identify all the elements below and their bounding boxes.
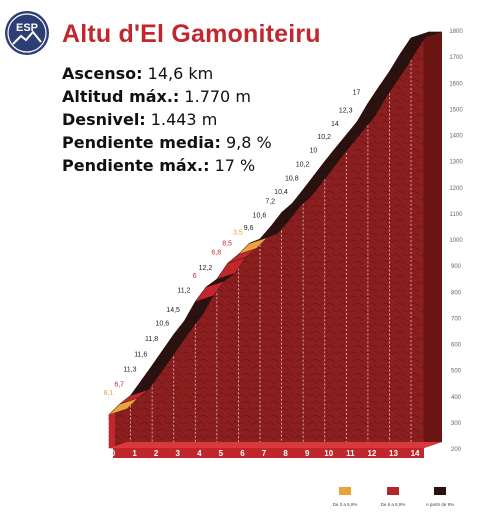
x-tick-label: 11 [346,449,355,458]
gradient-label: 11,8 [145,336,158,343]
stat-label: Pendiente media: [62,133,221,152]
stat-elevation-gain: Desnivel: 1.443 m [62,110,217,129]
badge-label: ESP [16,22,38,34]
gradient-label: 6 [193,273,197,280]
y-tick-label: 1200 [449,186,463,192]
y-tick-label: 800 [451,290,462,296]
x-axis-top-face [109,442,442,448]
x-tick-label: 13 [389,449,398,458]
x-tick-label: 9 [305,449,310,458]
gradient-label: 10,6 [253,212,267,219]
gradient-label: 3,5 [233,229,243,236]
legend-swatch [387,487,399,495]
surface-segment [411,31,443,38]
y-tick-label: 600 [451,343,462,349]
gradient-label: 12,3 [339,108,353,115]
y-tick-label: 1600 [449,81,463,87]
stat-label: Ascenso: [62,64,143,83]
legend-label: A partir de 9% [426,502,454,507]
legend-label: De 6 a 8,9% [381,502,406,507]
stat-label: Pendiente máx.: [62,156,210,175]
x-tick-label: 14 [411,449,420,458]
gradient-label: 11,2 [177,288,190,295]
y-tick-label: 1800 [449,29,463,35]
stat-value: 14,6 km [147,64,214,83]
y-tick-label: 300 [451,421,462,427]
stat-max-gradient: Pendiente máx.: 17 % [62,156,255,175]
gradient-label: 10,8 [285,176,299,183]
x-tick-label: 0 [111,449,116,458]
x-tick-label: 8 [283,449,288,458]
badge-circle [5,11,49,55]
gradient-label: 10,4 [274,189,288,196]
gradient-label: 14,5 [166,307,180,314]
legend-swatch [434,487,446,495]
y-tick-label: 1300 [449,160,463,166]
gradient-label: 11,6 [134,351,147,358]
stat-label: Desnivel: [62,110,146,129]
y-tick-label: 500 [451,369,462,375]
gradient-label: 10,6 [156,321,170,328]
profile-side-face [424,31,442,449]
gradient-label: 6,7 [114,381,124,388]
profile-left-face [109,412,115,448]
gradient-label: 7,2 [265,199,275,206]
legend-label: De 3 a 5,9% [333,502,358,507]
y-tick-label: 400 [451,395,462,401]
gradient-label: 8,5 [222,240,232,247]
stat-value: 17 % [214,156,256,175]
climb-title: Altu d'El Gamoniteiru [62,20,321,48]
gradient-label: 11,3 [123,367,136,374]
legend-swatch [339,487,351,495]
x-tick-label: 5 [219,449,224,458]
y-tick-label: 1400 [449,134,463,140]
x-tick-label: 6 [240,449,245,458]
stat-value: 9,8 % [225,133,272,152]
y-tick-label: 700 [451,316,462,322]
stat-value: 1.443 m [150,110,218,129]
x-tick-label: 3 [175,449,180,458]
y-tick-label: 1500 [449,107,463,113]
gradient-label: 6,8 [211,249,221,256]
gradient-label: 12,2 [199,265,213,272]
x-tick-label: 12 [367,449,376,458]
x-tick-label: 10 [324,449,333,458]
gradient-label: 10,2 [317,134,331,141]
gradient-label: 10,2 [296,162,310,169]
stat-average-gradient: Pendiente media: 9,8 % [62,133,272,152]
gradient-label: 9,6 [244,225,254,232]
stat-value: 1.770 m [184,87,251,106]
y-tick-label: 200 [451,447,462,453]
x-axis-bar [113,448,424,458]
x-tick-label: 4 [197,449,202,458]
stat-label: Altitud máx.: [62,87,180,106]
esp-badge: ESP [5,11,49,55]
x-tick-label: 1 [132,449,137,458]
gradient-label: 14 [331,121,339,128]
stat-ascent: Ascenso: 14,6 km [62,64,213,83]
y-tick-label: 1000 [449,238,463,244]
x-tick-label: 2 [154,449,159,458]
y-tick-label: 900 [451,264,462,270]
mountain-icon [12,30,42,45]
x-tick-label: 7 [262,449,267,458]
gradient-label: 10 [309,147,317,154]
gradient-label: 17 [353,89,361,96]
gradient-label: 8,1 [104,390,114,397]
y-tick-label: 1700 [449,55,463,61]
y-tick-label: 1100 [450,212,464,218]
stat-max-altitude: Altitud máx.: 1.770 m [62,87,251,106]
badge-ring [7,13,47,53]
